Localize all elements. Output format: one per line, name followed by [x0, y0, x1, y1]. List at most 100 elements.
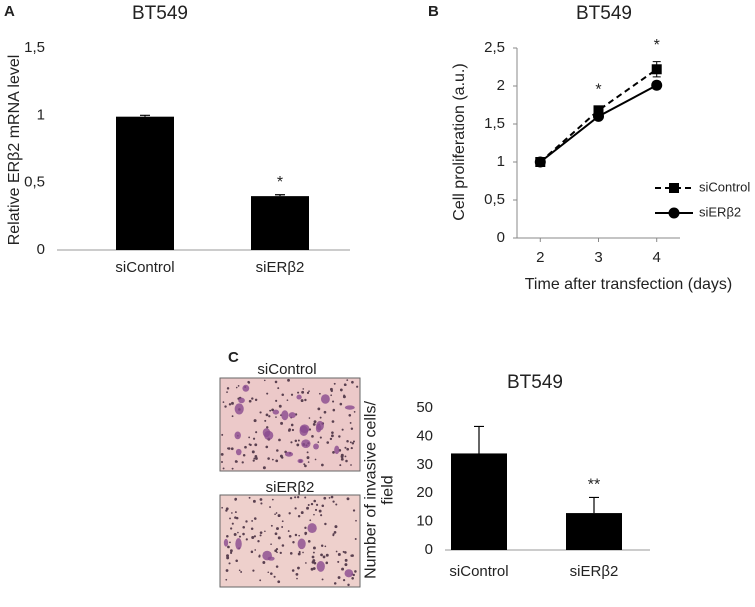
legend-label: siERβ2: [699, 204, 741, 219]
micro-dot: [259, 411, 262, 414]
micro-dot: [279, 551, 282, 555]
micro-dot: [265, 413, 269, 417]
micro-dot: [248, 399, 252, 403]
micro-dot: [312, 546, 316, 550]
y-tick-label: 0,5: [484, 191, 505, 208]
micro-dot: [260, 502, 263, 505]
micrograph: [219, 494, 361, 588]
micro-dot: [242, 525, 245, 529]
micro-dot: [235, 386, 238, 389]
micro-dot: [231, 415, 234, 418]
micro-cell: [281, 410, 289, 421]
x-tick-label: 2: [536, 249, 544, 266]
micro-dot: [344, 455, 347, 458]
micro-dot: [335, 503, 338, 506]
micro-dot: [303, 463, 306, 466]
micro-dot: [266, 392, 269, 395]
micro-dot: [296, 443, 300, 447]
micro-dot: [345, 459, 348, 463]
micro-dot: [320, 544, 324, 547]
x-tick-label: 3: [594, 249, 602, 266]
chart-title: BT549: [507, 372, 563, 393]
micro-dot: [329, 437, 333, 441]
marker: [651, 64, 662, 75]
micro-dot: [271, 498, 274, 501]
micro-dot: [346, 497, 350, 501]
micro-dot: [252, 437, 256, 440]
micro-dot: [308, 417, 311, 419]
micro-dot: [275, 399, 278, 402]
micro-dot: [291, 428, 295, 432]
x-tick-label: siControl: [449, 563, 508, 580]
y-tick-label: 0: [497, 229, 505, 246]
y-axis-label: Number of invasive cells/: [363, 401, 380, 579]
micro-dot: [274, 532, 278, 536]
micro-dot: [270, 524, 273, 527]
micrograph: [219, 377, 361, 472]
micro-dot: [288, 512, 291, 515]
micro-cell: [313, 443, 319, 450]
y-tick-label: 0,5: [24, 174, 45, 191]
micro-dot: [331, 420, 335, 423]
micro-cell: [235, 448, 242, 456]
x-tick-label: 4: [653, 249, 661, 266]
bar: [251, 196, 309, 250]
micro-cell: [296, 394, 302, 400]
micro-dot: [268, 415, 271, 418]
micro-dot: [332, 500, 335, 503]
micro-dot: [226, 391, 228, 393]
micro-dot: [274, 549, 278, 553]
micro-dot: [222, 467, 225, 470]
micro-cell: [242, 384, 250, 392]
micro-dot: [250, 550, 254, 554]
legend-label: siControl: [699, 179, 750, 194]
micro-dot: [296, 496, 300, 499]
micro-dot: [277, 387, 280, 390]
micro-dot: [281, 544, 285, 547]
micro-dot: [274, 513, 276, 516]
series-line: [539, 68, 658, 163]
panel-letter: C: [228, 349, 239, 366]
micro-dot: [296, 577, 298, 580]
micro-dot: [343, 394, 346, 397]
micro-dot: [354, 570, 357, 573]
micro-dot: [304, 526, 307, 529]
micro-dot: [230, 527, 233, 530]
micro-dot: [350, 427, 354, 430]
micro-dot: [241, 461, 244, 464]
bar: [451, 453, 507, 550]
micro-cell: [299, 425, 309, 436]
micro-dot: [220, 452, 224, 456]
micro-dot: [343, 383, 347, 386]
micro-dot: [269, 506, 271, 508]
chart-title: BT549: [576, 3, 632, 24]
micro-dot: [281, 456, 284, 459]
micro-dot: [270, 572, 273, 575]
image-caption: siERβ2: [266, 479, 315, 496]
micro-dot: [337, 576, 341, 579]
micro-dot: [311, 435, 314, 438]
micro-dot: [229, 549, 233, 553]
micro-dot: [238, 569, 241, 572]
micro-dot: [339, 402, 343, 406]
error-bar: [140, 114, 150, 117]
micro-dot: [313, 499, 317, 503]
micro-dot: [292, 541, 295, 544]
micro-dot: [240, 571, 243, 573]
micro-dot: [225, 578, 228, 581]
panel-letter: B: [428, 3, 439, 20]
micro-dot: [253, 517, 257, 520]
marker: [534, 156, 546, 168]
micro-dot: [267, 571, 270, 574]
micrograph-texture: [220, 378, 359, 587]
micro-dot: [330, 394, 333, 397]
micro-dot: [344, 558, 348, 562]
micro-cell: [344, 569, 354, 578]
micro-dot: [319, 436, 322, 439]
micro-dot: [253, 535, 257, 538]
micro-dot: [229, 541, 231, 544]
micro-dot: [333, 382, 336, 385]
micro-dot: [281, 393, 285, 397]
y-tick-label: 0: [425, 541, 433, 558]
micro-dot: [221, 433, 224, 436]
